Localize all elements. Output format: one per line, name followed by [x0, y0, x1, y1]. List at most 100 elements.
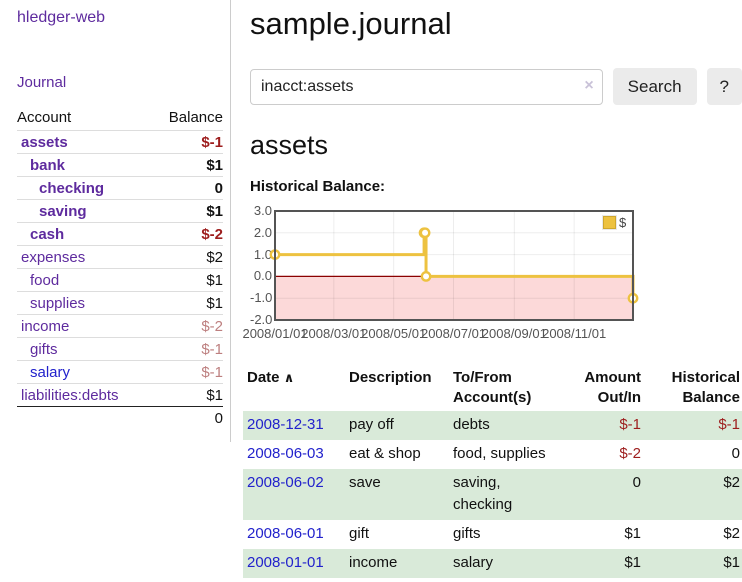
cell-amount: $-1	[555, 411, 643, 440]
x-tick-label: 2008/05/01	[361, 326, 427, 341]
x-tick-label: 2008/01/01	[242, 326, 308, 341]
series-swatch-icon	[602, 215, 617, 230]
col-header-amount: Amount Out/In	[584, 369, 641, 406]
cell-accounts: debts	[449, 411, 555, 440]
account-row: saving $1	[17, 200, 223, 223]
account-tree: assets $-1 bank $1 checking 0 saving $1 cash $-2 e…	[0, 131, 230, 406]
accounts-header-account: Account	[17, 109, 72, 126]
account-row: assets $-1	[17, 131, 223, 154]
account-balance: 0	[214, 179, 223, 197]
account-row: salary $-1	[17, 361, 223, 384]
chart-legend: $	[602, 215, 627, 230]
account-balance: $1	[206, 294, 223, 312]
cell-balance: $2	[723, 525, 740, 542]
register-row: 2008-01-01 income salary $1 $1	[243, 549, 742, 578]
cell-accounts: gifts	[453, 525, 481, 542]
accounts-header-balance: Balance	[168, 109, 223, 126]
account-balance: $-2	[201, 225, 223, 243]
cell-date: 2008-06-03	[243, 440, 345, 469]
account-row: cash $-2	[17, 223, 223, 246]
cell-description: eat & shop	[349, 445, 421, 462]
transaction-date-link[interactable]: 2008-06-03	[247, 445, 324, 462]
account-link-gifts[interactable]: gifts	[30, 340, 58, 358]
cell-accounts: salary	[449, 549, 555, 578]
col-header-accounts: To/From Account(s)	[453, 369, 532, 406]
register-header-row: Date ∧ Description To/From Account(s) Am…	[243, 366, 742, 411]
x-tick-label: 2008/03/01	[301, 326, 367, 341]
cell-amount: $1	[555, 549, 643, 578]
register-row: 2008-12-31 pay off debts $-1 $-1	[243, 411, 742, 440]
cell-balance: 0	[731, 445, 740, 462]
cell-amount: 0	[555, 469, 643, 520]
account-balance: $1	[206, 202, 223, 220]
y-tick-label: 2.0	[253, 224, 272, 240]
cell-date: 2008-06-02	[243, 469, 345, 520]
cell-accounts: food, supplies	[453, 445, 546, 462]
register-row: 2008-06-03 eat & shop food, supplies $-2 0	[243, 440, 742, 469]
accounts-total-value: 0	[214, 410, 223, 427]
cell-description: pay off	[345, 411, 449, 440]
search-help-button[interactable]: ?	[706, 68, 742, 105]
search-button[interactable]: Search	[612, 68, 697, 105]
account-link-bank[interactable]: bank	[30, 156, 66, 174]
account-balance: $-1	[201, 363, 223, 381]
series-label: $	[619, 215, 627, 230]
search-box: ×	[250, 68, 603, 105]
account-row: bank $1	[17, 154, 223, 177]
account-link-supplies[interactable]: supplies	[30, 294, 86, 312]
cell-date: 2008-01-01	[243, 549, 345, 578]
y-tick-label: 3.0	[253, 203, 272, 218]
cell-balance: $-1	[643, 411, 742, 440]
register-table: Date ∧ Description To/From Account(s) Am…	[243, 366, 742, 578]
account-link-checking[interactable]: checking	[39, 179, 105, 197]
register-row: 2008-06-01 gift gifts $1 $2	[243, 520, 742, 549]
cell-description: save	[345, 469, 449, 520]
page-title: sample.journal	[250, 6, 452, 41]
cell-balance: $1	[643, 549, 742, 578]
sidebar: hledger-web Journal Account Balance asse…	[0, 0, 231, 442]
cell-balance: $2	[643, 469, 742, 520]
account-balance: $-1	[201, 340, 223, 358]
cell-amount: $1	[624, 525, 641, 542]
transaction-date-link[interactable]: 2008-12-31	[247, 416, 324, 433]
clear-search-icon[interactable]: ×	[584, 76, 594, 94]
account-link-food[interactable]: food	[30, 271, 60, 289]
account-link-income[interactable]: income	[21, 317, 70, 335]
register-body: 2008-12-31 pay off debts $-1 $-1 2008-06-03 ea…	[243, 411, 742, 578]
account-row: liabilities:debts $1	[17, 384, 223, 406]
account-row: supplies $1	[17, 292, 223, 315]
accounts-total-row: 0	[17, 406, 223, 429]
search-form: × Search ?	[250, 68, 742, 105]
app-title-link[interactable]: hledger-web	[17, 9, 106, 26]
transaction-date-link[interactable]: 2008-01-01	[247, 554, 324, 571]
y-tick-label: -2.0	[250, 312, 273, 327]
account-link-cash[interactable]: cash	[30, 225, 65, 243]
cell-date: 2008-06-01	[243, 520, 345, 549]
col-header-date[interactable]: Date ∧	[247, 369, 295, 386]
account-link-saving[interactable]: saving	[39, 202, 87, 220]
account-balance: $2	[206, 248, 223, 266]
account-balance: $1	[206, 156, 223, 174]
cell-date: 2008-12-31	[243, 411, 345, 440]
account-balance: $-2	[201, 317, 223, 335]
account-row: expenses $2	[17, 246, 223, 269]
transaction-date-link[interactable]: 2008-06-02	[247, 474, 324, 491]
sort-asc-icon: ∧	[283, 370, 295, 385]
account-link-expenses[interactable]: expenses	[21, 248, 86, 266]
account-link-liabilities-debts[interactable]: liabilities:debts	[21, 386, 119, 404]
transaction-date-link[interactable]: 2008-06-01	[247, 525, 324, 542]
x-tick-label: 2008/07/01	[420, 326, 487, 341]
account-link-assets[interactable]: assets	[21, 133, 68, 151]
balance-chart: 3.0 2.0 1.0 0.0 -1.0 -2.0 2008/01/01 2008/03/0…	[242, 203, 742, 346]
account-row: checking 0	[17, 177, 223, 200]
chart-plot-area	[269, 210, 639, 321]
search-input[interactable]	[250, 68, 603, 105]
account-balance: $-1	[201, 133, 223, 151]
y-tick-label: 0.0	[253, 268, 272, 284]
main-panel: sample.journal × Search ? assets Histori…	[232, 0, 742, 578]
cell-description: income	[345, 549, 449, 578]
y-tick-label: 1.0	[253, 246, 272, 262]
account-row: income $-2	[17, 315, 223, 338]
sidebar-item-journal[interactable]: Journal	[17, 74, 67, 91]
account-link-salary[interactable]: salary	[30, 363, 71, 381]
